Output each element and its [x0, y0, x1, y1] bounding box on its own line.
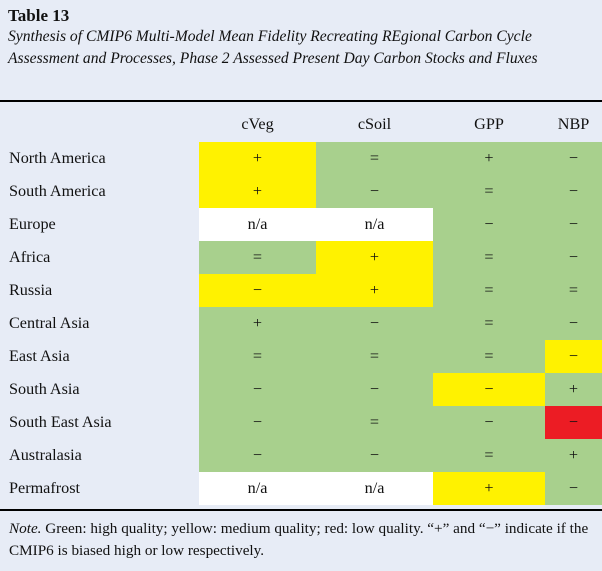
table-note: Note. Green: high quality; yellow: mediu…: [9, 518, 596, 562]
value-cell: −: [545, 472, 602, 505]
table-row: South America + − = −: [0, 175, 602, 208]
value-cell: −: [199, 406, 316, 439]
region-cell: Permafrost: [9, 479, 81, 497]
region-cell: Africa: [9, 248, 51, 266]
top-rule: [0, 100, 602, 102]
value-cell: +: [316, 241, 433, 274]
value-cell: =: [316, 406, 433, 439]
note-text: Green: high quality; yellow: medium qual…: [9, 520, 589, 559]
region-cell: Central Asia: [9, 314, 90, 332]
value-cell: −: [316, 307, 433, 340]
value-cell: n/a: [199, 472, 316, 505]
region-cell: South East Asia: [9, 413, 112, 431]
value-cell: −: [545, 340, 602, 373]
value-cell: +: [199, 175, 316, 208]
note-label: Note.: [9, 520, 42, 537]
value-cell: −: [545, 175, 602, 208]
column-header-region: [0, 106, 199, 142]
value-cell: −: [433, 406, 545, 439]
value-cell: −: [545, 142, 602, 175]
value-cell: =: [316, 340, 433, 373]
value-cell: =: [433, 340, 545, 373]
table-row: Permafrost n/a n/a + −: [0, 472, 602, 505]
column-header-nbp: NBP: [557, 114, 590, 133]
column-header-gpp: GPP: [474, 114, 504, 133]
value-cell: +: [433, 472, 545, 505]
table-row: East Asia = = = −: [0, 340, 602, 373]
table-row: Europe n/a n/a − −: [0, 208, 602, 241]
value-cell: −: [199, 439, 316, 472]
table-header: Table 13 Synthesis of CMIP6 Multi-Model …: [0, 0, 602, 98]
column-header-cveg: cVeg: [241, 114, 274, 133]
value-cell: +: [433, 142, 545, 175]
table-row: Australasia − − = +: [0, 439, 602, 472]
value-cell: =: [433, 241, 545, 274]
value-cell: +: [199, 307, 316, 340]
value-cell: +: [316, 274, 433, 307]
value-cell: =: [545, 274, 602, 307]
table-row: Central Asia + − = −: [0, 307, 602, 340]
value-cell: −: [316, 439, 433, 472]
region-cell: North America: [9, 149, 106, 167]
table-title: Table 13: [8, 6, 70, 25]
value-cell: −: [433, 208, 545, 241]
bottom-rule: [0, 509, 602, 511]
region-cell: East Asia: [9, 347, 70, 365]
value-cell: =: [433, 175, 545, 208]
value-cell: =: [433, 307, 545, 340]
value-cell: =: [316, 142, 433, 175]
value-cell: −: [199, 274, 316, 307]
table-row: South East Asia − = − −: [0, 406, 602, 439]
data-table: cVeg cSoil GPP NBP North America + = + − Sout…: [0, 106, 602, 505]
value-cell: n/a: [316, 472, 433, 505]
value-cell: +: [545, 439, 602, 472]
value-cell: −: [199, 373, 316, 406]
table-row: Africa = + = −: [0, 241, 602, 274]
region-cell: Australasia: [9, 446, 82, 464]
region-cell: Russia: [9, 281, 53, 299]
value-cell: =: [433, 439, 545, 472]
column-header-csoil: cSoil: [357, 114, 392, 133]
value-cell: +: [199, 142, 316, 175]
value-cell: −: [545, 307, 602, 340]
value-cell: n/a: [316, 208, 433, 241]
value-cell: −: [433, 373, 545, 406]
value-cell: −: [316, 373, 433, 406]
value-cell: −: [545, 208, 602, 241]
table-row: Russia − + = =: [0, 274, 602, 307]
value-cell: −: [545, 406, 602, 439]
table-row: South Asia − − − +: [0, 373, 602, 406]
header-row: cVeg cSoil GPP NBP: [0, 106, 602, 142]
value-cell: =: [199, 241, 316, 274]
region-cell: South America: [9, 182, 106, 200]
region-cell: Europe: [9, 215, 56, 233]
value-cell: +: [545, 373, 602, 406]
value-cell: −: [316, 175, 433, 208]
table-caption: Synthesis of CMIP6 Multi-Model Mean Fide…: [8, 28, 538, 67]
table-row: North America + = + −: [0, 142, 602, 175]
value-cell: =: [433, 274, 545, 307]
value-cell: n/a: [199, 208, 316, 241]
value-cell: =: [199, 340, 316, 373]
value-cell: −: [545, 241, 602, 274]
table-body: North America + = + − South America + − = − Europe…: [0, 142, 602, 505]
region-cell: South Asia: [9, 380, 80, 398]
